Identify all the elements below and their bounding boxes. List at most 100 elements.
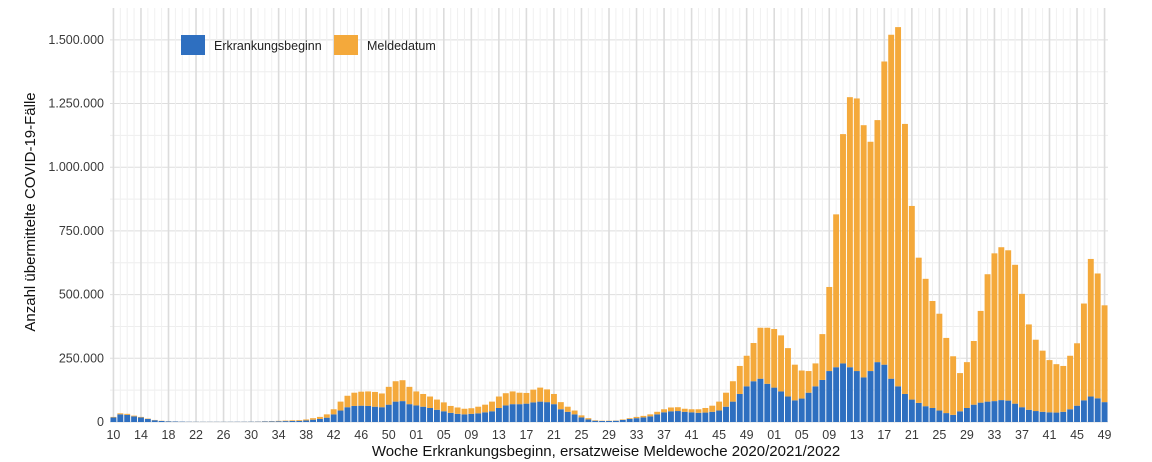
bar-meldedatum xyxy=(316,416,323,419)
bar-meldedatum xyxy=(385,386,392,405)
bar-meldedatum xyxy=(798,370,805,399)
x-tick-label: 33 xyxy=(630,428,644,442)
bar-meldedatum xyxy=(502,393,509,406)
bar-meldedatum xyxy=(881,61,888,365)
x-tick-label: 18 xyxy=(162,428,176,442)
x-tick-label: 17 xyxy=(519,428,533,442)
bar-erkrankungsbeginn xyxy=(578,417,585,422)
bar-meldedatum xyxy=(791,364,798,401)
bar-erkrankungsbeginn xyxy=(151,420,158,422)
bar-erkrankungsbeginn xyxy=(275,421,282,422)
bar-erkrankungsbeginn xyxy=(984,401,991,422)
x-tick-label: 42 xyxy=(327,428,341,442)
bar-meldedatum xyxy=(406,386,413,405)
bar-meldedatum xyxy=(757,327,764,379)
bar-meldedatum xyxy=(592,420,599,421)
bar-erkrankungsbeginn xyxy=(447,412,454,422)
bar-meldedatum xyxy=(860,125,867,378)
bar-meldedatum xyxy=(303,419,310,421)
bar-meldedatum xyxy=(633,416,640,419)
bar-erkrankungsbeginn xyxy=(268,421,275,422)
bar-meldedatum xyxy=(702,407,709,413)
bar-erkrankungsbeginn xyxy=(936,410,943,422)
bar-meldedatum xyxy=(867,141,874,372)
x-tick-label: 30 xyxy=(244,428,258,442)
bar-meldedatum xyxy=(826,286,833,372)
bar-meldedatum xyxy=(833,214,840,368)
x-axis-ticks: 10 14 18 22 26 30 34 38 42 46 50 01 05 09 13 17 21 25 29 33… xyxy=(106,428,1111,442)
bar-meldedatum xyxy=(1094,273,1101,399)
bar-erkrankungsbeginn xyxy=(991,401,998,422)
bar-erkrankungsbeginn xyxy=(358,405,365,422)
bar-erkrankungsbeginn xyxy=(619,419,626,422)
bar-erkrankungsbeginn xyxy=(110,417,117,422)
bar-erkrankungsbeginn xyxy=(612,420,619,422)
bar-erkrankungsbeginn xyxy=(709,411,716,422)
bar-erkrankungsbeginn xyxy=(399,401,406,422)
bar-meldedatum xyxy=(433,399,440,410)
bar-meldedatum xyxy=(124,413,131,415)
bar-erkrankungsbeginn xyxy=(571,414,578,422)
bar-meldedatum xyxy=(1012,264,1019,404)
bar-meldedatum xyxy=(495,396,502,408)
bar-erkrankungsbeginn xyxy=(261,421,268,422)
bar-meldedatum xyxy=(723,392,729,407)
bar-erkrankungsbeginn xyxy=(688,412,695,422)
bar-erkrankungsbeginn xyxy=(1046,412,1053,422)
bar-meldedatum xyxy=(557,402,564,410)
y-tick-label: 0 xyxy=(97,415,104,429)
bar-erkrankungsbeginn xyxy=(888,378,895,422)
bar-meldedatum xyxy=(131,415,138,417)
bar-erkrankungsbeginn xyxy=(461,414,468,422)
x-tick-label: 45 xyxy=(712,428,726,442)
bar-erkrankungsbeginn xyxy=(757,378,764,422)
bar-erkrankungsbeginn xyxy=(998,400,1005,422)
bar-erkrankungsbeginn xyxy=(805,392,812,422)
bar-meldedatum xyxy=(901,123,908,394)
bar-erkrankungsbeginn xyxy=(812,386,819,422)
bar-erkrankungsbeginn xyxy=(351,405,358,422)
y-tick-label: 1.250.000 xyxy=(48,97,104,111)
x-tick-label: 09 xyxy=(822,428,836,442)
bar-meldedatum xyxy=(846,97,853,368)
bar-erkrankungsbeginn xyxy=(1080,400,1087,422)
bar-erkrankungsbeginn xyxy=(144,418,151,422)
bar-erkrankungsbeginn xyxy=(482,412,489,422)
bar-erkrankungsbeginn xyxy=(172,421,179,422)
bar-meldedatum xyxy=(399,380,406,402)
bar-meldedatum xyxy=(736,365,743,394)
bar-erkrankungsbeginn xyxy=(585,419,592,422)
bar-erkrankungsbeginn xyxy=(819,379,826,422)
bar-erkrankungsbeginn xyxy=(1101,402,1108,422)
bar-meldedatum xyxy=(1087,258,1094,397)
bar-erkrankungsbeginn xyxy=(330,414,337,422)
bar-erkrankungsbeginn xyxy=(846,367,853,422)
bar-meldedatum xyxy=(351,392,358,406)
bar-erkrankungsbeginn xyxy=(1094,398,1101,422)
bar-erkrankungsbeginn xyxy=(826,371,833,422)
bar-meldedatum xyxy=(936,313,943,411)
bar-erkrankungsbeginn xyxy=(303,420,310,422)
bar-meldedatum xyxy=(440,402,447,412)
bar-meldedatum xyxy=(1046,360,1053,413)
y-axis-title: Anzahl übermittelte COVID-19-Fälle xyxy=(22,92,39,331)
bar-erkrankungsbeginn xyxy=(158,420,165,422)
bar-erkrankungsbeginn xyxy=(296,420,303,422)
bar-erkrankungsbeginn xyxy=(530,402,537,422)
x-tick-label: 25 xyxy=(932,428,946,442)
legend: Erkrankungsbeginn Meldedatum xyxy=(181,35,436,55)
bar-meldedatum xyxy=(812,363,819,387)
bar-erkrankungsbeginn xyxy=(564,411,571,422)
bar-erkrankungsbeginn xyxy=(392,401,399,422)
bar-erkrankungsbeginn xyxy=(372,406,378,422)
x-tick-label: 13 xyxy=(850,428,864,442)
bar-meldedatum xyxy=(709,405,716,412)
x-tick-label: 13 xyxy=(492,428,506,442)
bar-meldedatum xyxy=(654,411,661,415)
bar-meldedatum xyxy=(537,387,544,402)
bar-meldedatum xyxy=(344,395,351,408)
bar-meldedatum xyxy=(1074,343,1080,406)
bar-meldedatum xyxy=(420,393,427,407)
bar-erkrankungsbeginn xyxy=(1067,409,1074,422)
bar-meldedatum xyxy=(750,343,757,382)
